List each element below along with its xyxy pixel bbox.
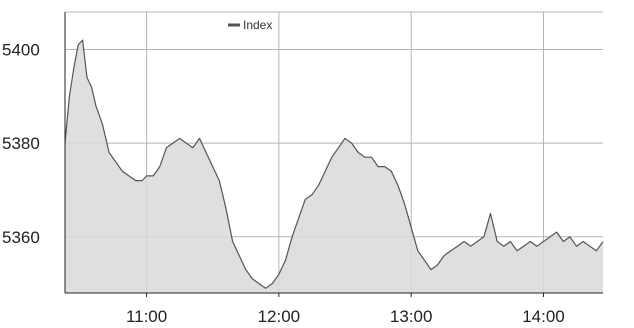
y-tick-label-5380: 5380 <box>2 134 40 153</box>
series-line-0 <box>64 39 604 289</box>
x-tick-label-1100: 11:00 <box>126 307 167 326</box>
x-tick-label-1300: 13:00 <box>390 307 433 326</box>
legend-label-index: Index <box>243 18 272 32</box>
tick-label-layer: 5360 5380 5400 11:00 12:00 13:00 14:00 <box>2 40 565 326</box>
x-tick-label-1400: 14:00 <box>522 307 565 326</box>
series-layer <box>64 39 604 293</box>
grid-layer <box>65 11 603 293</box>
y-tick-label-5360: 5360 <box>2 228 40 247</box>
y-tick-label-5400: 5400 <box>2 40 40 59</box>
x-tick-label-1200: 12:00 <box>258 307 301 326</box>
legend: Index <box>228 18 272 32</box>
axis-layer <box>64 12 603 297</box>
series-area-0 <box>65 40 603 293</box>
